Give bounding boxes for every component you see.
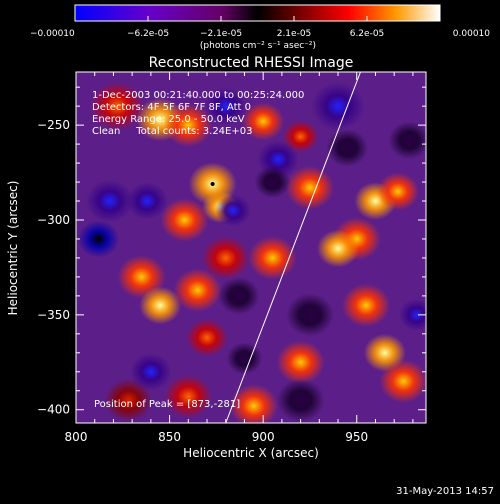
x-tick-label: 900 xyxy=(252,430,275,444)
detectors: Detectors: 4F 5F 6F 7F 8F, Att 0 xyxy=(92,102,251,113)
y-tick-label: −300 xyxy=(37,213,70,227)
y-axis: −250 −300 −350 −400 xyxy=(37,86,426,417)
energy-range: Energy Range: 25.0 - 50.0 keV xyxy=(92,114,245,125)
heatmap-blob xyxy=(217,277,260,315)
y-tick-label: −400 xyxy=(37,403,70,417)
x-axis-label: Heliocentric X (arcsec) xyxy=(183,446,319,460)
x-axis: 800 850 900 950 xyxy=(65,72,414,444)
colorbar-tick-label: 6.2e-05 xyxy=(350,29,385,39)
colorbar-tick-label: −2.1e-05 xyxy=(200,29,242,39)
heatmap-blob xyxy=(77,220,120,258)
timestamp: 31-May-2013 14:57 xyxy=(396,486,494,497)
heatmap-blob xyxy=(376,172,419,211)
colorbar-tick-label: −6.2e-05 xyxy=(127,29,169,39)
heatmap-blob xyxy=(229,384,278,423)
heatmap-blob xyxy=(215,194,252,227)
heatmap-blob xyxy=(311,81,365,131)
heatmap-blob xyxy=(160,198,209,242)
heatmap-blob xyxy=(85,179,134,223)
colorbar-tick-label: 0.00010 xyxy=(453,29,490,39)
heatmap-blob xyxy=(164,374,213,418)
time-range: 1-Dec-2003 00:21:40.000 to 00:25:24.000 xyxy=(92,90,304,101)
plot-frame xyxy=(75,71,427,424)
peak-position: Position of Peak = [873,-281] xyxy=(94,399,240,410)
heatmap-blob xyxy=(164,103,213,147)
heatmap-blob xyxy=(104,378,153,422)
colorbar xyxy=(74,4,441,22)
heatmap-blob xyxy=(276,340,325,384)
colorbar-tick-label: 2.1e-05 xyxy=(277,29,312,39)
colorbar-tick-label: −0.00010 xyxy=(30,29,75,39)
heatmap-blob xyxy=(90,81,145,131)
chart-title: Reconstructed RHESSI Image xyxy=(149,55,354,71)
heatmap-blob xyxy=(286,166,334,210)
heatmap-blob xyxy=(226,342,263,375)
heatmap-blob xyxy=(342,283,391,327)
heatmap-blob xyxy=(317,229,359,268)
total-counts: Clean Total counts: 3.24E+03 xyxy=(92,126,252,137)
heatmap-blob xyxy=(126,182,169,220)
heatmap-blob xyxy=(129,352,172,391)
heatmap-blob xyxy=(201,236,250,280)
heatmap-blob xyxy=(286,293,334,337)
heatmap-blob xyxy=(276,378,325,422)
heatmap-blob xyxy=(388,121,426,160)
heatmap-blob xyxy=(282,120,319,153)
x-tick-label: 800 xyxy=(65,430,88,444)
heatmap-blobs xyxy=(77,81,426,423)
colorbar-ticks: −0.00010 −6.2e-05 −2.1e-05 2.1e-05 6.2e-05 0.… xyxy=(30,16,490,39)
y-axis-label: Heliocentric Y (arcsec) xyxy=(6,181,20,316)
x-tick-label: 950 xyxy=(345,430,368,444)
colorbar-label: (photons cm⁻² s⁻¹ asec⁻²) xyxy=(200,41,316,51)
heatmap-blob xyxy=(173,268,222,312)
x-tick-label: 850 xyxy=(158,430,181,444)
y-tick-label: −250 xyxy=(37,118,70,132)
heatmap-blob xyxy=(186,318,228,357)
y-tick-label: −350 xyxy=(37,308,70,322)
heatmap-blob xyxy=(139,286,182,325)
heatmap-blob xyxy=(242,102,285,141)
heatmap-blob xyxy=(326,129,369,167)
peak-marker xyxy=(210,181,215,186)
heatmap-blob xyxy=(379,359,426,403)
limb-line xyxy=(225,72,361,423)
heatmap-blob xyxy=(254,165,291,199)
heatmap-blob xyxy=(204,87,247,126)
heatmap-blob xyxy=(398,298,426,332)
